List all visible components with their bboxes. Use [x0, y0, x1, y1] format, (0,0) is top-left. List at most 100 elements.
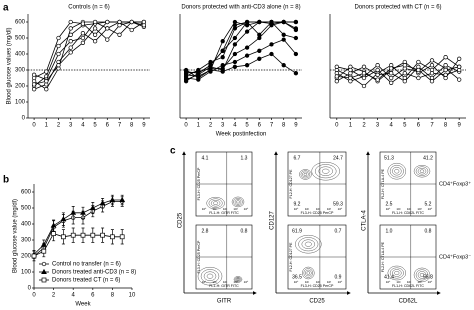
legend-marker	[41, 268, 47, 274]
marker	[269, 19, 274, 25]
x-tick-label: 5	[93, 123, 97, 129]
marker	[232, 51, 238, 57]
marker	[56, 43, 61, 49]
marker	[232, 42, 238, 47]
marker	[244, 63, 250, 68]
quadrant-value: 41.2	[423, 155, 433, 161]
x-tick-label: 7	[118, 123, 122, 129]
quadrant-value: 0.8	[425, 228, 432, 234]
panel-label: c	[170, 146, 176, 157]
decade-tick: 10⁴	[338, 280, 343, 284]
marker	[281, 32, 286, 37]
contour	[206, 273, 214, 279]
marker	[361, 64, 367, 69]
contour	[235, 277, 241, 282]
series-line	[186, 53, 297, 77]
row-label: CD4⁺Foxp3⁺	[439, 180, 471, 187]
marker	[31, 75, 37, 81]
decade-tick: 10⁰	[294, 207, 299, 211]
inner-y-axis: FL2-H: CTLA-4 PE	[381, 168, 385, 199]
decade-tick: 10⁰	[386, 280, 391, 284]
marker	[92, 19, 98, 25]
decade-tick: 10⁰	[386, 207, 391, 211]
marker	[416, 59, 421, 65]
decade-tick: 10³	[233, 280, 237, 284]
x-tick-label: 1	[45, 123, 49, 129]
series-line	[33, 21, 144, 90]
marker	[80, 40, 86, 45]
quadrant-value: 0.9	[335, 274, 342, 280]
marker	[416, 67, 421, 73]
marker	[68, 39, 73, 44]
contour	[415, 269, 429, 281]
x-tick-label: 3	[69, 123, 73, 129]
contour	[233, 276, 243, 283]
marker	[56, 35, 61, 41]
decade-tick: 10¹	[396, 207, 400, 211]
inner-x-axis: FL1-H: CD62L FITC	[392, 284, 424, 288]
x-tick-label: 6	[417, 123, 421, 129]
x-tick-label: 3	[376, 123, 380, 129]
y-tick-label: 500	[15, 36, 26, 42]
marker	[232, 26, 238, 31]
x-tick-label: 8	[282, 123, 286, 129]
marker	[257, 56, 262, 61]
marker	[44, 79, 49, 84]
marker	[99, 200, 106, 206]
inner-x-axis: FL3-H: CD25 PerCP	[301, 284, 334, 288]
marker	[293, 51, 299, 57]
marker	[196, 71, 201, 76]
contour	[305, 269, 312, 277]
decade-tick: 10⁰	[202, 280, 207, 284]
marker	[183, 72, 189, 77]
marker	[129, 19, 134, 25]
inner-x-axis: FL1-H: GITR FITC	[209, 211, 239, 215]
marker	[429, 63, 435, 68]
contour	[387, 265, 406, 281]
marker	[141, 19, 147, 25]
contour	[298, 237, 319, 252]
y-axis-label: CTLA-4	[362, 210, 368, 231]
chart-title: Controls (n = 6)	[68, 5, 110, 11]
marker	[220, 55, 225, 60]
marker	[100, 232, 105, 238]
y-axis-label: CD25	[178, 212, 184, 228]
contour	[417, 271, 427, 279]
marker	[375, 77, 380, 82]
marker	[89, 204, 96, 210]
quadrant-value: 0.7	[335, 228, 342, 234]
marker	[80, 232, 86, 238]
marker	[119, 196, 126, 202]
marker	[232, 64, 238, 69]
contour	[302, 266, 315, 280]
x-tick-label: 4	[72, 293, 76, 299]
series-line	[336, 64, 460, 82]
decade-tick: 10⁴	[338, 207, 343, 211]
y-tick-label: 200	[15, 84, 26, 90]
legend-label: Control no transfer (n = 6)	[52, 262, 121, 268]
y-tick-label: 600	[21, 190, 32, 196]
contour	[311, 161, 340, 181]
marker	[110, 234, 115, 240]
series-line	[185, 21, 296, 79]
x-tick-label: 9	[142, 123, 146, 129]
marker	[51, 231, 56, 236]
marker	[457, 56, 462, 61]
marker	[257, 19, 262, 25]
y-tick-label: 500	[21, 206, 32, 212]
marker	[334, 79, 339, 84]
row-label: CD4⁺Foxp3⁻	[439, 253, 471, 260]
inner-y-axis: FL3-H: CD25 PerCP	[197, 240, 201, 273]
x-tick-label: 8	[444, 123, 448, 129]
marker	[269, 51, 274, 57]
marker	[429, 71, 435, 76]
series-line	[33, 21, 144, 81]
x-tick-label: 6	[258, 123, 262, 129]
marker	[68, 32, 73, 37]
decade-tick: 10³	[327, 280, 331, 284]
decade-tick: 10²	[223, 207, 227, 211]
series-line	[186, 39, 297, 81]
decade-tick: 10²	[316, 280, 320, 284]
x-tick-label: 5	[245, 123, 249, 129]
